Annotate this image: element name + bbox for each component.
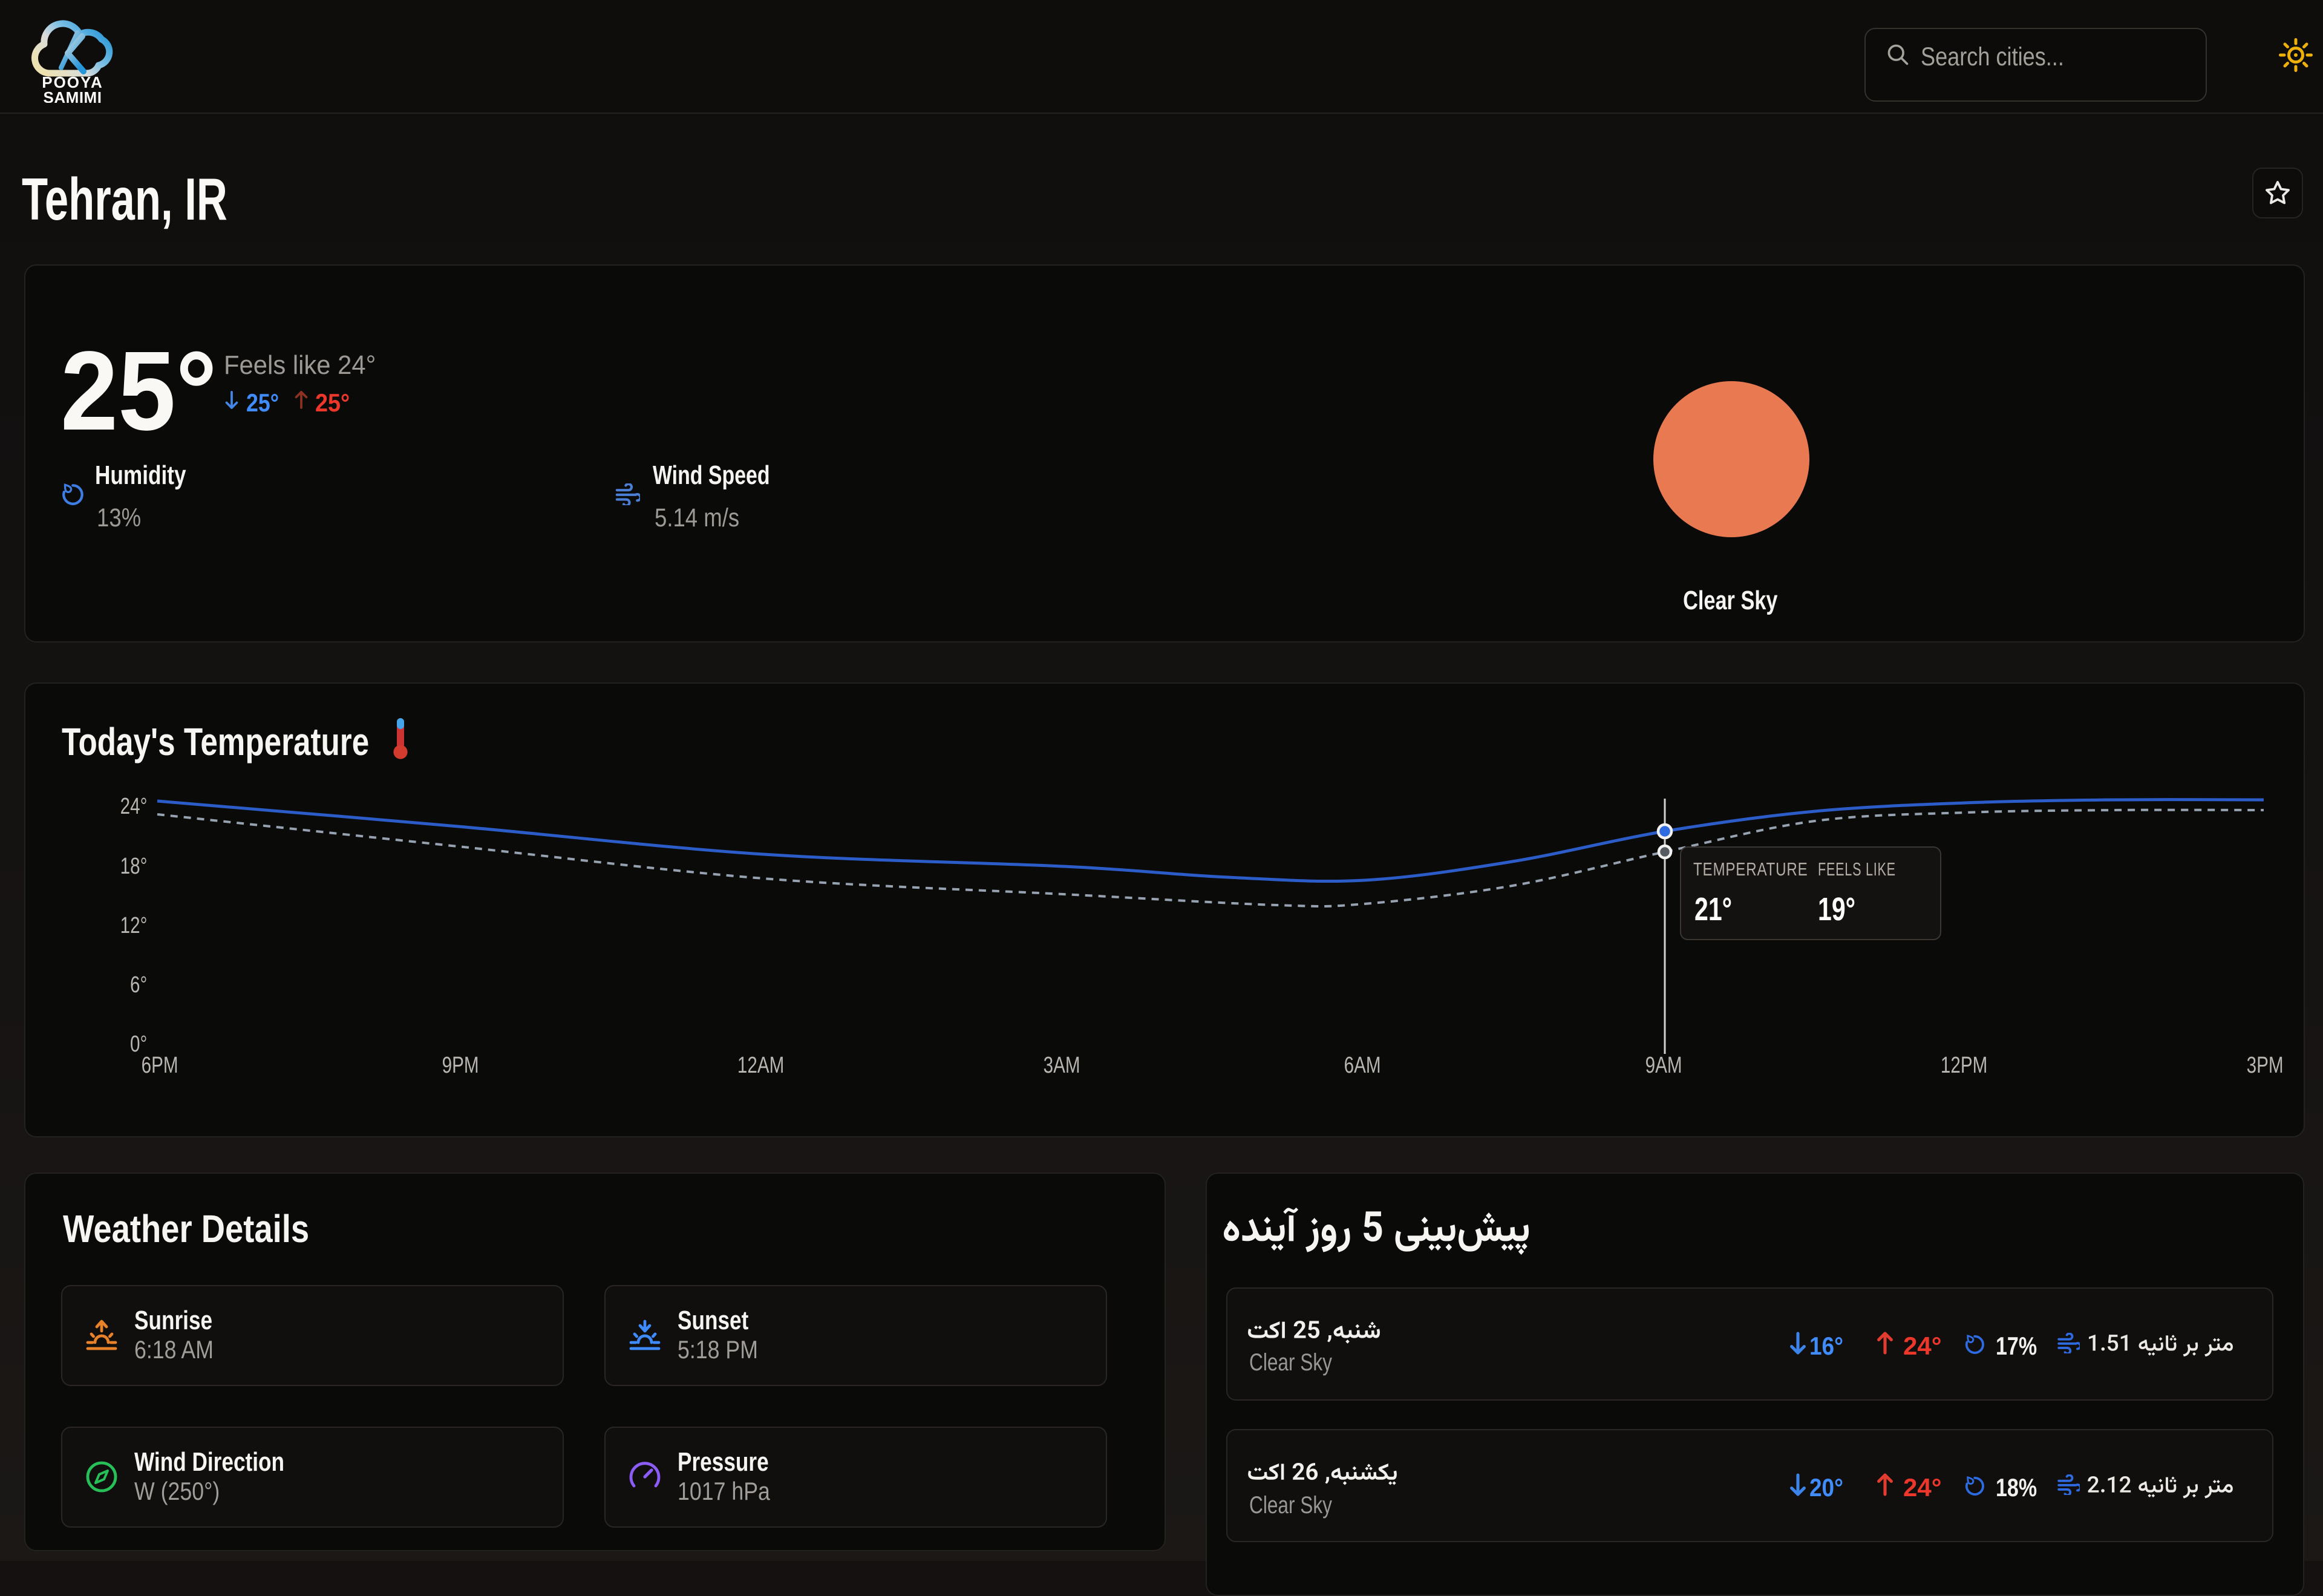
svg-text:POOYA: POOYA bbox=[42, 73, 103, 91]
svg-text:SAMIMI: SAMIMI bbox=[44, 88, 102, 103]
